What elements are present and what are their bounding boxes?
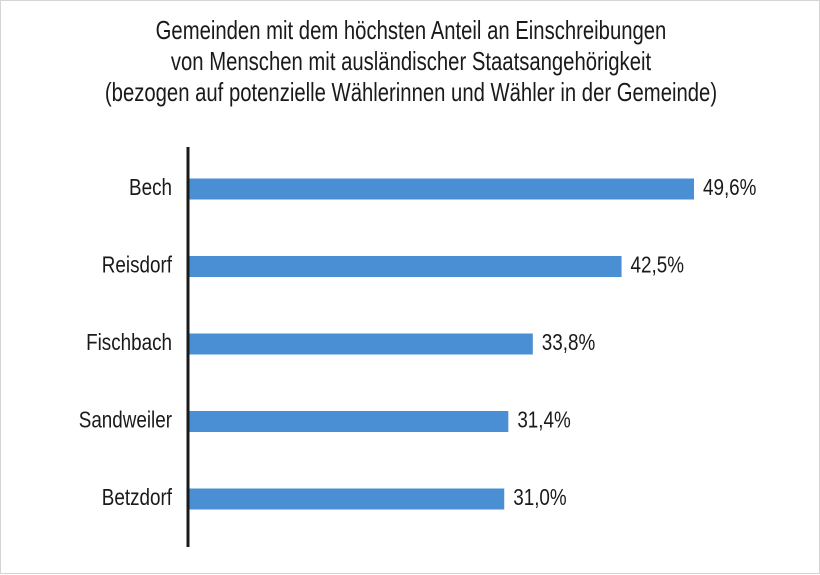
bar-bech <box>188 178 694 200</box>
chart-title-line-1: Gemeinden mit dem höchsten Anteil an Ein… <box>155 15 667 45</box>
value-label: 42,5% <box>631 253 684 278</box>
value-label: 49,6% <box>703 175 756 200</box>
category-label: Sandweiler <box>79 408 172 433</box>
bar-betzdorf <box>188 488 505 510</box>
category-label: Bech <box>129 175 172 200</box>
bar-reisdorf <box>188 256 622 277</box>
chart-title: Gemeinden mit dem höchsten Anteil an Ein… <box>91 15 731 108</box>
value-label: 33,8% <box>542 330 595 355</box>
category-label: Betzdorf <box>102 485 172 510</box>
value-label: 31,0% <box>513 485 566 510</box>
bar-sandweiler <box>188 411 509 432</box>
category-label: Fischbach <box>86 330 172 355</box>
chart-title-line-2: von Menschen mit ausländischer Staatsang… <box>170 46 652 76</box>
value-label: 31,4% <box>517 408 570 433</box>
bar-fischbach <box>188 333 533 355</box>
category-label: Reisdorf <box>102 253 172 278</box>
chart-title-line-3: (bezogen auf potenzielle Wählerinnen und… <box>104 77 718 107</box>
